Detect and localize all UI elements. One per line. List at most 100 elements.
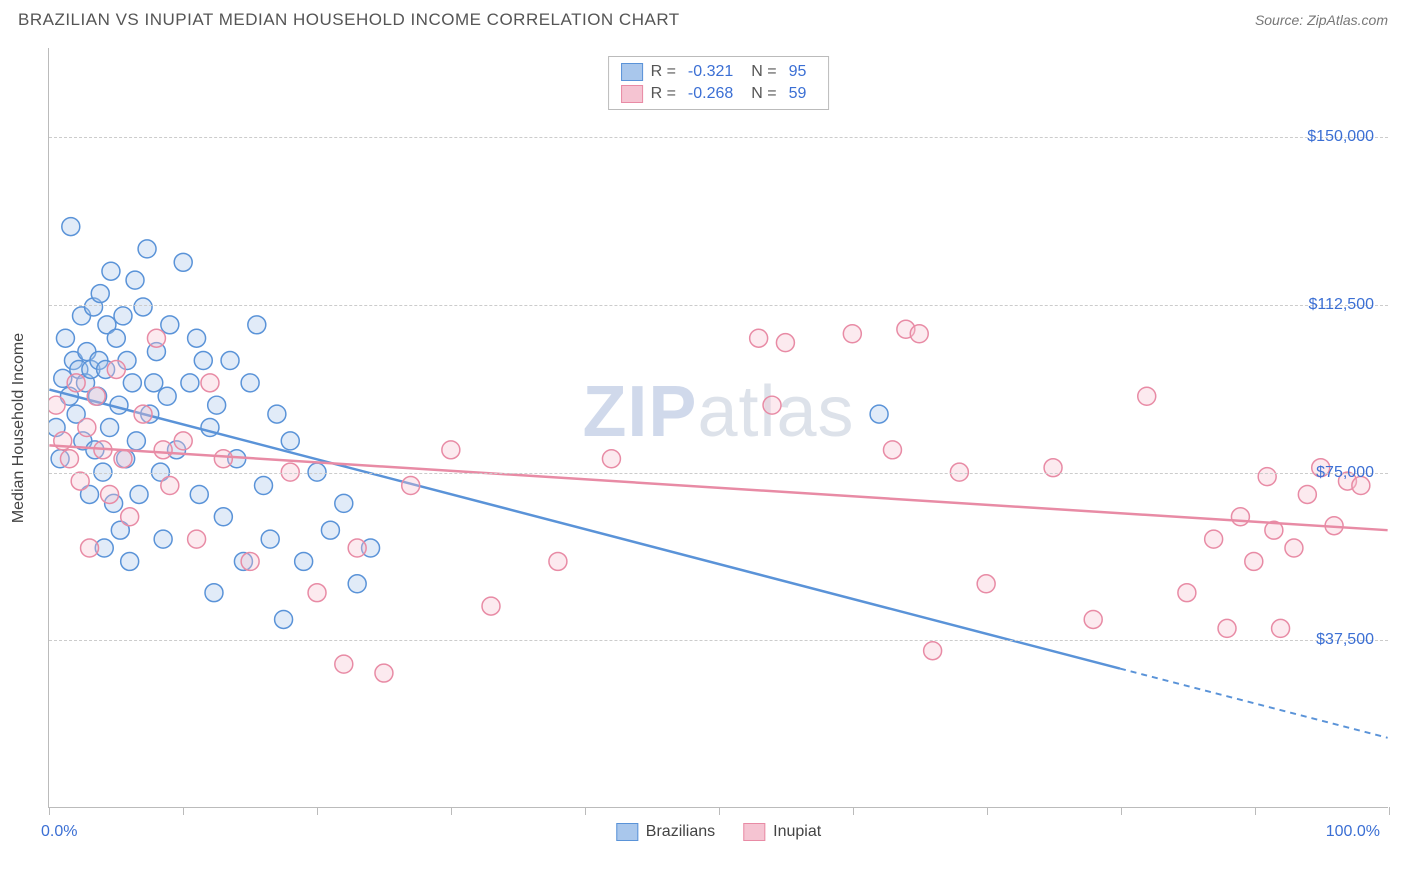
data-point <box>776 334 794 352</box>
data-point <box>221 352 239 370</box>
trend-line-extrapolated <box>1120 669 1388 738</box>
x-tick <box>1255 807 1256 815</box>
data-point <box>102 262 120 280</box>
y-tick-label: $112,500 <box>1308 296 1374 314</box>
data-point <box>255 477 273 495</box>
plot-container: ZIPatlas R = -0.321 N = 95 R = -0.268 N … <box>48 48 1388 808</box>
data-point <box>750 329 768 347</box>
x-tick <box>451 807 452 815</box>
x-axis-label-max: 100.0% <box>1326 823 1380 841</box>
x-tick <box>987 807 988 815</box>
data-point <box>188 530 206 548</box>
data-point <box>295 552 313 570</box>
data-point <box>362 539 380 557</box>
y-tick-label: $37,500 <box>1316 631 1374 649</box>
data-point <box>1205 530 1223 548</box>
x-tick <box>585 807 586 815</box>
n-label: N = <box>751 63 776 81</box>
data-point <box>1285 539 1303 557</box>
data-point <box>89 387 107 405</box>
data-point <box>321 521 339 539</box>
data-point <box>147 343 165 361</box>
data-point <box>141 405 159 423</box>
data-point <box>62 218 80 236</box>
data-point <box>91 285 109 303</box>
data-point <box>214 450 232 468</box>
y-axis-title: Median Household Income <box>10 332 28 522</box>
legend-label-series-1: Inupiat <box>773 823 821 841</box>
r-label: R = <box>651 85 676 103</box>
gridline <box>49 137 1388 138</box>
data-point <box>1138 387 1156 405</box>
x-tick <box>719 807 720 815</box>
swatch-series-0 <box>621 63 643 81</box>
data-point <box>90 352 108 370</box>
plot-area: ZIPatlas R = -0.321 N = 95 R = -0.268 N … <box>48 48 1388 808</box>
swatch-series-0 <box>616 823 638 841</box>
legend-item-series-0: Brazilians <box>616 823 715 841</box>
data-point <box>1178 584 1196 602</box>
data-point <box>73 307 91 325</box>
data-point <box>94 441 112 459</box>
data-point <box>1044 459 1062 477</box>
data-point <box>54 369 72 387</box>
trend-line <box>49 445 1387 530</box>
data-point <box>85 298 103 316</box>
data-point <box>145 374 163 392</box>
data-point <box>375 664 393 682</box>
gridline <box>49 473 1388 474</box>
data-point <box>101 485 119 503</box>
data-point <box>1325 517 1343 535</box>
data-point <box>77 374 95 392</box>
data-point <box>60 450 78 468</box>
data-point <box>924 642 942 660</box>
data-point <box>86 441 104 459</box>
n-label: N = <box>751 85 776 103</box>
data-point <box>78 419 96 437</box>
data-point <box>549 552 567 570</box>
data-point <box>154 530 172 548</box>
data-point <box>49 419 65 437</box>
data-point <box>214 508 232 526</box>
data-point <box>1245 552 1263 570</box>
stats-row-series-1: R = -0.268 N = 59 <box>621 83 817 105</box>
data-point <box>81 539 99 557</box>
data-point <box>107 329 125 347</box>
data-point <box>205 584 223 602</box>
data-point <box>111 521 129 539</box>
data-point <box>977 575 995 593</box>
data-point <box>78 343 96 361</box>
data-point <box>174 253 192 271</box>
data-point <box>228 450 246 468</box>
x-tick <box>1389 807 1390 815</box>
r-value-series-1: -0.268 <box>688 85 733 103</box>
r-value-series-0: -0.321 <box>688 63 733 81</box>
data-point <box>1258 468 1276 486</box>
data-point <box>64 352 82 370</box>
data-point <box>482 597 500 615</box>
trend-line <box>49 390 1120 669</box>
data-point <box>70 360 88 378</box>
stats-legend: R = -0.321 N = 95 R = -0.268 N = 59 <box>608 56 830 110</box>
n-value-series-0: 95 <box>789 63 807 81</box>
data-point <box>56 329 74 347</box>
data-point <box>208 396 226 414</box>
data-point <box>98 316 116 334</box>
n-value-series-1: 59 <box>789 85 807 103</box>
y-tick-label: $75,000 <box>1316 464 1374 482</box>
data-point <box>335 655 353 673</box>
r-label: R = <box>651 63 676 81</box>
data-point <box>897 320 915 338</box>
data-point <box>843 325 861 343</box>
data-point <box>81 485 99 503</box>
x-tick <box>317 807 318 815</box>
watermark-rest: atlas <box>697 372 854 452</box>
data-point <box>105 494 123 512</box>
data-point <box>268 405 286 423</box>
data-point <box>114 450 132 468</box>
data-point <box>248 316 266 334</box>
data-point <box>201 374 219 392</box>
data-point <box>123 374 141 392</box>
source-attribution: Source: ZipAtlas.com <box>1255 12 1388 28</box>
data-point <box>910 325 928 343</box>
